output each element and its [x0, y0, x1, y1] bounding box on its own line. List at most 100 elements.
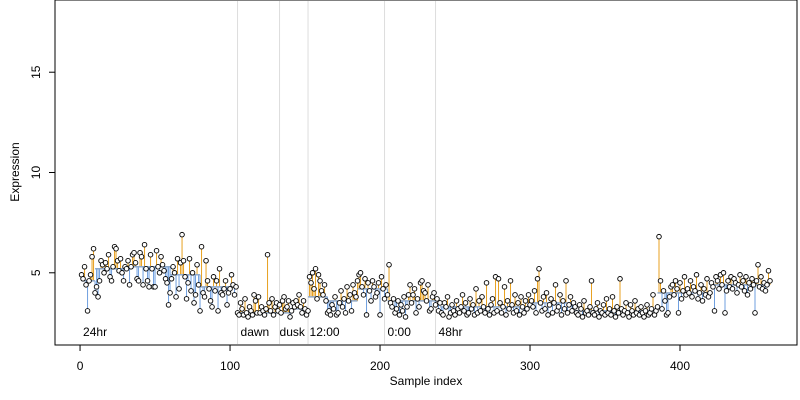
- point: [740, 278, 746, 284]
- point: [533, 310, 539, 316]
- point: [720, 270, 727, 276]
- point: [228, 272, 235, 278]
- point: [396, 312, 403, 318]
- point: [207, 298, 214, 304]
- point: [264, 251, 271, 258]
- point: [156, 270, 163, 276]
- point: [192, 292, 199, 298]
- y-axis-label: Expression: [8, 142, 22, 201]
- point: [251, 292, 257, 298]
- point: [84, 308, 91, 314]
- point: [201, 294, 208, 300]
- point: [390, 296, 397, 302]
- point: [650, 292, 656, 298]
- point: [330, 306, 337, 312]
- point: [141, 241, 148, 248]
- point: [222, 278, 229, 284]
- point: [552, 282, 559, 288]
- point: [536, 266, 542, 272]
- point: [738, 284, 745, 290]
- point: [413, 310, 419, 316]
- point: [588, 278, 595, 284]
- point: [117, 256, 124, 262]
- point: [170, 264, 176, 270]
- point: [357, 270, 364, 276]
- point: [135, 278, 142, 284]
- point: [434, 296, 440, 302]
- point: [483, 280, 490, 286]
- phase-label: 48hr: [439, 325, 463, 339]
- point: [741, 288, 748, 294]
- point: [345, 298, 352, 304]
- point: [183, 296, 190, 302]
- point: [215, 308, 221, 314]
- point: [327, 312, 334, 318]
- point: [681, 274, 688, 280]
- point: [723, 288, 730, 294]
- point: [93, 284, 100, 290]
- x-tick-label: 200: [370, 359, 390, 373]
- point: [453, 298, 460, 304]
- point: [699, 298, 706, 304]
- point: [611, 308, 617, 314]
- point: [494, 308, 500, 314]
- point: [224, 302, 230, 308]
- point: [752, 310, 758, 316]
- point: [524, 306, 530, 312]
- point: [693, 272, 700, 278]
- point: [221, 286, 227, 292]
- point: [300, 298, 307, 304]
- point: [758, 274, 764, 280]
- point: [146, 284, 152, 290]
- point: [377, 312, 383, 318]
- point: [425, 282, 431, 288]
- point: [497, 300, 503, 306]
- point: [393, 306, 400, 312]
- point: [764, 282, 770, 288]
- point: [287, 314, 293, 320]
- point: [563, 278, 569, 284]
- point: [239, 306, 245, 312]
- point: [281, 294, 287, 300]
- point: [323, 298, 329, 304]
- point: [672, 278, 679, 284]
- point: [128, 264, 134, 270]
- point: [750, 282, 757, 288]
- point: [104, 266, 110, 272]
- point: [267, 308, 274, 314]
- point: [332, 294, 338, 300]
- point: [395, 298, 401, 304]
- point: [578, 306, 584, 312]
- point: [594, 300, 601, 306]
- point: [339, 304, 346, 310]
- point: [110, 264, 116, 270]
- point: [249, 312, 256, 318]
- point: [81, 264, 88, 270]
- point: [704, 276, 710, 282]
- point: [528, 298, 535, 304]
- point: [366, 288, 373, 294]
- point: [263, 306, 269, 312]
- point: [638, 304, 644, 310]
- point: [374, 290, 380, 296]
- point: [477, 308, 484, 314]
- point: [348, 308, 355, 314]
- y-tick-label: 5: [29, 269, 43, 276]
- point: [716, 286, 722, 292]
- point: [585, 312, 592, 318]
- point: [648, 306, 655, 312]
- point: [96, 278, 103, 284]
- point: [140, 282, 146, 288]
- point: [623, 300, 629, 306]
- point: [368, 298, 374, 304]
- point: [617, 276, 623, 282]
- point: [353, 294, 359, 300]
- point: [522, 298, 529, 304]
- point: [152, 284, 158, 290]
- point: [386, 262, 392, 268]
- point: [365, 280, 371, 286]
- point: [191, 300, 197, 306]
- point: [92, 290, 98, 296]
- point: [753, 278, 760, 284]
